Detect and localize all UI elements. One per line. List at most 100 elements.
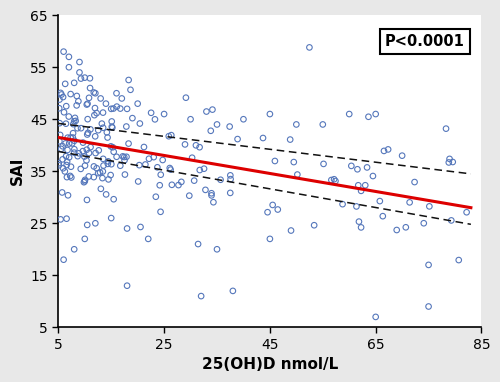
Point bbox=[424, 262, 432, 268]
Point bbox=[186, 193, 194, 199]
Point bbox=[104, 158, 112, 164]
Point bbox=[77, 76, 85, 82]
Point bbox=[104, 176, 112, 183]
Point bbox=[77, 125, 85, 131]
Point bbox=[240, 116, 248, 122]
Point bbox=[123, 283, 131, 289]
Point bbox=[426, 203, 434, 209]
Point bbox=[372, 314, 380, 320]
Point bbox=[59, 94, 67, 100]
Point bbox=[66, 91, 74, 97]
Point bbox=[62, 121, 70, 127]
Point bbox=[196, 167, 204, 173]
Point bbox=[112, 154, 120, 160]
Point bbox=[292, 121, 300, 128]
Point bbox=[65, 154, 73, 160]
Point bbox=[65, 64, 73, 70]
Point bbox=[94, 147, 102, 154]
Point bbox=[83, 102, 91, 108]
Point bbox=[92, 220, 100, 226]
Point bbox=[142, 162, 150, 168]
Point bbox=[147, 110, 155, 116]
Point bbox=[156, 172, 164, 178]
Point bbox=[118, 96, 126, 102]
Point bbox=[62, 215, 70, 222]
Point bbox=[110, 149, 118, 155]
Point bbox=[64, 134, 72, 141]
Point bbox=[372, 111, 380, 117]
Point bbox=[80, 179, 88, 185]
Point bbox=[56, 138, 64, 144]
Point bbox=[67, 163, 75, 170]
Point bbox=[165, 133, 173, 139]
Point bbox=[392, 227, 400, 233]
Point bbox=[352, 203, 360, 209]
Point bbox=[54, 160, 62, 166]
Point bbox=[420, 220, 428, 226]
Point bbox=[106, 172, 114, 178]
Point bbox=[58, 156, 66, 162]
Point bbox=[330, 176, 338, 182]
Point bbox=[123, 106, 131, 112]
Point bbox=[213, 121, 221, 128]
Point bbox=[348, 163, 356, 169]
Point bbox=[274, 206, 282, 212]
Point bbox=[70, 146, 78, 152]
Point bbox=[70, 121, 78, 127]
Point bbox=[82, 157, 90, 163]
Point bbox=[145, 156, 153, 162]
Point bbox=[74, 98, 82, 104]
Point bbox=[200, 166, 208, 172]
Point bbox=[91, 133, 99, 139]
Point bbox=[320, 161, 328, 167]
Point bbox=[410, 179, 418, 185]
Point bbox=[226, 123, 234, 129]
Point bbox=[74, 153, 82, 159]
Point bbox=[266, 236, 274, 242]
Point bbox=[140, 144, 148, 150]
Point bbox=[102, 191, 110, 197]
Point bbox=[310, 222, 318, 228]
Point bbox=[69, 130, 77, 136]
Point bbox=[108, 125, 116, 131]
Point bbox=[160, 111, 168, 117]
Point bbox=[319, 121, 327, 128]
Point bbox=[86, 85, 94, 91]
Point bbox=[62, 162, 70, 168]
Point bbox=[134, 100, 141, 107]
Point bbox=[208, 107, 216, 113]
Point bbox=[156, 182, 164, 188]
Point bbox=[76, 59, 84, 65]
Point bbox=[62, 140, 70, 146]
Point bbox=[66, 173, 74, 179]
Point bbox=[462, 209, 470, 215]
Point bbox=[92, 165, 100, 171]
Point bbox=[66, 134, 74, 141]
Point bbox=[126, 87, 134, 93]
Point bbox=[69, 134, 77, 141]
Point bbox=[99, 156, 107, 162]
Point bbox=[357, 224, 365, 230]
Point bbox=[448, 217, 456, 223]
Point bbox=[60, 49, 68, 55]
Point bbox=[98, 121, 106, 127]
Point bbox=[286, 136, 294, 142]
Point bbox=[118, 153, 126, 159]
Point bbox=[90, 174, 98, 180]
Point bbox=[68, 140, 76, 146]
Point bbox=[108, 161, 116, 167]
Point bbox=[364, 114, 372, 120]
Point bbox=[61, 168, 69, 175]
Point bbox=[108, 144, 116, 150]
Point bbox=[64, 192, 72, 198]
Point bbox=[268, 202, 276, 208]
Point bbox=[156, 209, 164, 215]
Point bbox=[290, 159, 298, 165]
Y-axis label: SAI: SAI bbox=[10, 157, 24, 185]
Point bbox=[86, 144, 94, 150]
Point bbox=[56, 120, 64, 126]
Point bbox=[62, 153, 70, 159]
Point bbox=[158, 157, 166, 163]
Point bbox=[328, 177, 336, 183]
Point bbox=[186, 116, 194, 122]
